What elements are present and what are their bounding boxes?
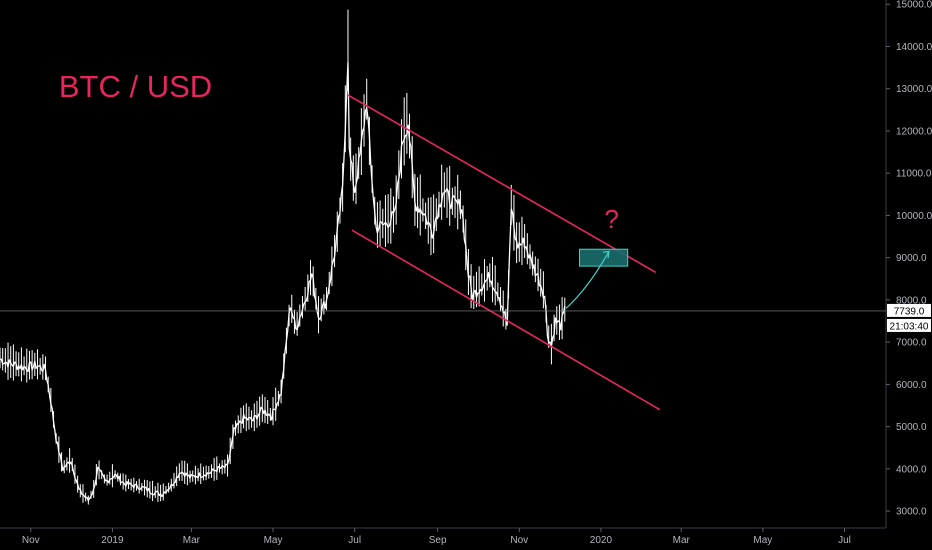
x-tick-label: 2019 <box>101 535 124 546</box>
y-tick-label: 5000.0 <box>896 422 927 433</box>
countdown-tag <box>887 318 931 332</box>
y-tick-label: 3000.0 <box>896 507 927 518</box>
x-tick-label: Jul <box>838 535 851 546</box>
y-tick-label: 9000.0 <box>896 253 927 264</box>
last-price-value: 7739.0 <box>894 306 925 317</box>
question-mark: ? <box>604 204 618 234</box>
last-price-tag <box>887 303 931 317</box>
annotations: ? BTC / USD <box>59 69 661 411</box>
bar-countdown: 21:03:40 <box>890 321 929 332</box>
x-tick-label: Sep <box>429 535 447 546</box>
price-area <box>0 9 566 505</box>
y-tick-label: 12000.0 <box>896 126 932 137</box>
y-tick-label: 15000.0 <box>896 0 932 11</box>
x-tick-label: Jul <box>348 535 361 546</box>
y-tick-label: 10000.0 <box>896 211 932 222</box>
x-tick-label: Mar <box>183 535 201 546</box>
y-tick-label: 7000.0 <box>896 338 927 349</box>
x-axis: Nov 2019 Mar May Jul Sep Nov 2020 Mar May Jul <box>0 527 886 546</box>
channel-upper-line <box>347 94 657 274</box>
target-zone-box <box>579 248 629 267</box>
x-tick-label: 2020 <box>590 535 613 546</box>
x-tick-label: Nov <box>22 535 40 546</box>
x-tick-label: May <box>753 535 772 546</box>
projection-arrow <box>565 251 610 309</box>
y-tick-label: 4000.0 <box>896 464 927 475</box>
pair-title: BTC / USD <box>59 69 212 104</box>
y-tick-label: 6000.0 <box>896 380 927 391</box>
y-tick-label: 13000.0 <box>896 84 932 95</box>
projection-arrowhead <box>602 250 610 259</box>
x-tick-label: Mar <box>673 535 691 546</box>
channel-lower-line <box>351 229 661 411</box>
y-tick-label: 14000.0 <box>896 42 932 53</box>
y-axis: 3000.0 4000.0 5000.0 6000.0 7000.0 8000.0 9000… <box>885 0 932 528</box>
x-tick-label: May <box>264 535 283 546</box>
y-tick-label: 11000.0 <box>896 169 932 180</box>
last-price-marker: 7739.0 21:03:40 <box>0 303 931 332</box>
y-tick-label: 8000.0 <box>896 295 927 306</box>
x-tick-label: Nov <box>510 535 528 546</box>
